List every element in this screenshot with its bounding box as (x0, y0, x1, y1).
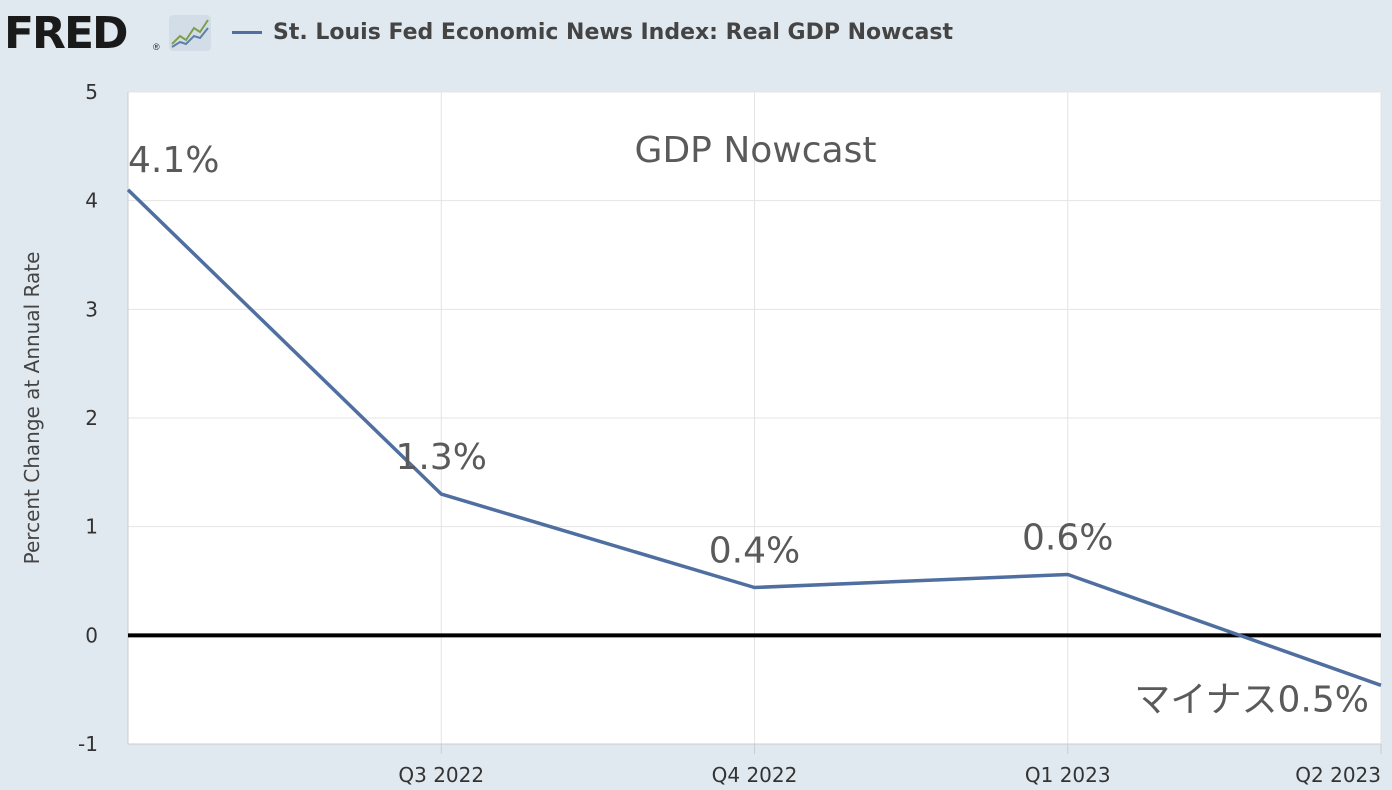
x-tick-label: Q1 2023 (1025, 763, 1111, 787)
data-label: 0.4% (709, 531, 800, 572)
y-tick-label: 3 (85, 297, 98, 321)
x-tick-label: Q3 2022 (398, 763, 484, 787)
y-tick-label: 4 (85, 189, 98, 213)
y-tick-label: 2 (85, 406, 98, 430)
x-tick-label: Q4 2022 (712, 763, 798, 787)
chart-header: FRED ® St. Louis Fed Economic News Index… (0, 0, 1392, 70)
fred-graph-icon (169, 15, 211, 51)
fred-logo[interactable]: FRED (4, 8, 129, 59)
data-label: マイナス0.5% (1134, 679, 1369, 720)
data-label: 4.1% (128, 140, 219, 181)
y-tick-label: 1 (85, 515, 98, 539)
legend-series-label: St. Louis Fed Economic News Index: Real … (273, 20, 953, 45)
x-tick-label: Q2 2023 (1295, 763, 1381, 787)
data-label: 1.3% (396, 437, 487, 478)
fred-registered-mark: ® (153, 42, 160, 52)
chart-title: GDP Nowcast (635, 130, 877, 171)
y-tick-label: 5 (85, 80, 98, 104)
y-tick-label: -1 (78, 732, 98, 756)
legend-series-swatch (232, 31, 262, 34)
data-label: 0.6% (1022, 517, 1113, 558)
y-tick-label: 0 (85, 623, 98, 647)
y-axis-title: Percent Change at Annual Rate (20, 252, 44, 565)
